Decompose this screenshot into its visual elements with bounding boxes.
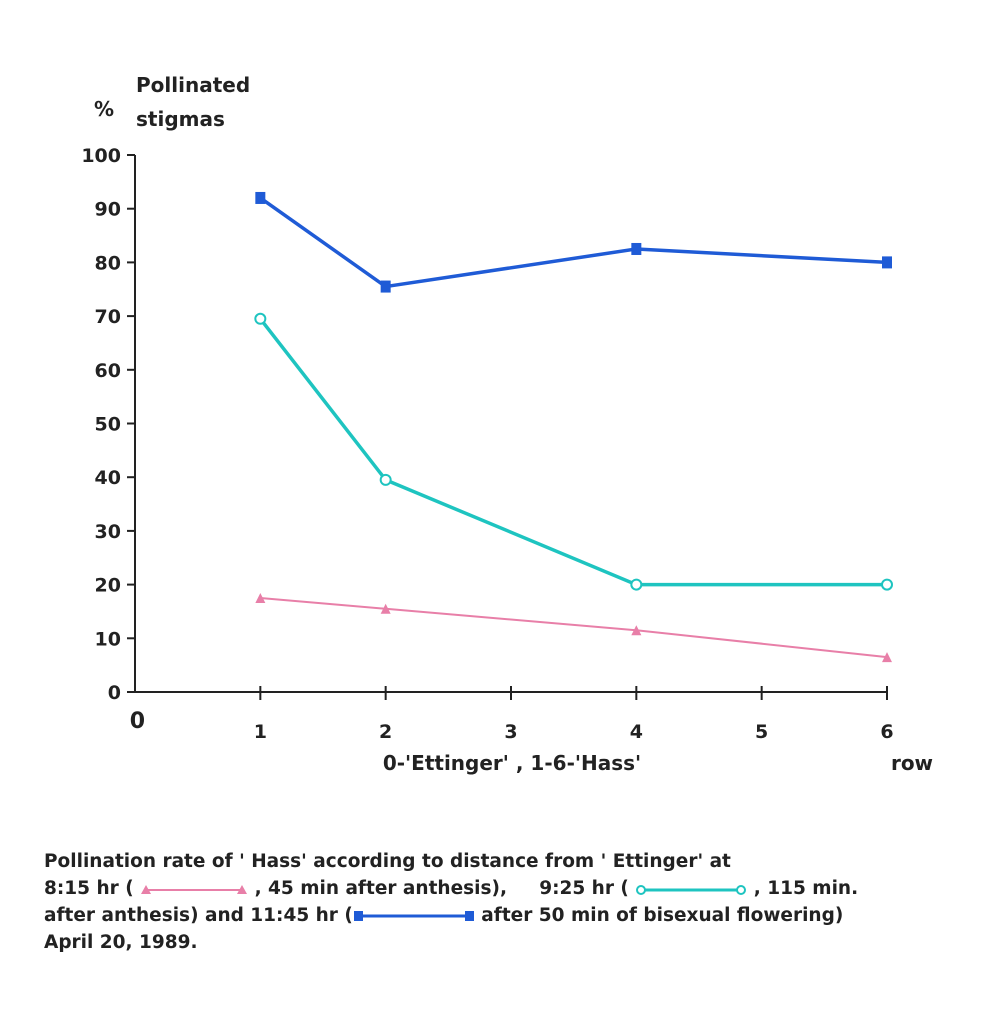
y-axis-label-line-1: Pollinated (136, 73, 250, 97)
x-axis-label: 0-'Ettinger' , 1-6-'Hass' (383, 751, 641, 775)
data-point-triangle (255, 593, 266, 604)
x-tick-label: 3 (504, 721, 517, 743)
data-point-triangle (882, 652, 892, 663)
caption-line-2-part-b: , 45 min after anthesis), (254, 878, 507, 899)
series-group (254, 191, 893, 663)
y-axis-percent-symbol: % (94, 97, 114, 121)
series-line-triangle (260, 597, 888, 659)
caption-line-2: 8:15 hr ( , 45 min after anthesis), 9:25… (44, 875, 984, 902)
caption-line-3: after anthesis) and 11:45 hr ( after 50 … (44, 902, 984, 929)
y-tick-label: 30 (95, 521, 121, 543)
x-tick-label: 1 (254, 721, 267, 743)
series-triangle (255, 593, 892, 663)
series-line-square (259, 196, 888, 289)
legend-pink-triangle-line (140, 882, 248, 896)
series-line-circle (258, 317, 887, 587)
y-tick-label: 0 (108, 682, 121, 704)
data-point-circle (254, 312, 267, 325)
caption-line-2-part-c: 9:25 hr ( (539, 878, 629, 899)
legend-teal-circle-line (635, 882, 747, 896)
x-unit-label: row (891, 751, 933, 775)
series-square (255, 191, 892, 293)
caption-line-2-part-a: 8:15 hr ( (44, 878, 134, 899)
x-origin-label: 0 (130, 709, 145, 734)
y-tick-label: 50 (95, 414, 121, 436)
x-tick-label: 6 (880, 721, 893, 743)
figure-caption: Pollination rate of ' Hass' according to… (44, 848, 984, 956)
line-chart: % Pollinated stigmas 0102030405060708090… (81, 73, 933, 775)
series-circle (254, 312, 893, 591)
caption-line-1: Pollination rate of ' Hass' according to… (44, 851, 731, 872)
caption-line-3-part-b: after 50 min of bisexual flowering) (481, 905, 844, 926)
data-point-square (882, 256, 892, 269)
data-point-circle (630, 578, 643, 591)
x-tick-label: 5 (755, 721, 768, 743)
y-tick-label: 60 (95, 360, 121, 382)
caption-line-2-part-d: , 115 min. (753, 878, 859, 899)
y-tick-label: 80 (95, 252, 121, 274)
y-tick-label: 90 (95, 199, 121, 221)
x-tick-label: 2 (379, 721, 392, 743)
data-point-square (380, 280, 391, 293)
data-point-circle (881, 578, 893, 591)
y-tick-label: 100 (81, 145, 121, 167)
y-tick-label: 10 (95, 628, 121, 650)
y-tick-label: 40 (95, 467, 121, 489)
caption-line-4: April 20, 1989. (44, 932, 198, 953)
y-axis-label-line-2: stigmas (136, 107, 225, 131)
y-tick-label: 70 (95, 306, 121, 328)
x-ticks: 1 2 3 4 5 6 (254, 686, 894, 743)
y-ticks: 0 10 20 30 40 50 60 70 80 90 100 (81, 145, 135, 704)
data-point-triangle (380, 603, 391, 614)
data-point-triangle (631, 625, 642, 636)
caption-line-3-part-a: after anthesis) and 11:45 hr ( (44, 905, 353, 926)
legend-blue-square-line (353, 909, 475, 923)
data-point-circle (379, 473, 392, 486)
y-tick-label: 20 (95, 575, 121, 597)
data-point-square (631, 242, 642, 255)
data-point-square (255, 191, 266, 204)
x-tick-label: 4 (630, 721, 643, 743)
